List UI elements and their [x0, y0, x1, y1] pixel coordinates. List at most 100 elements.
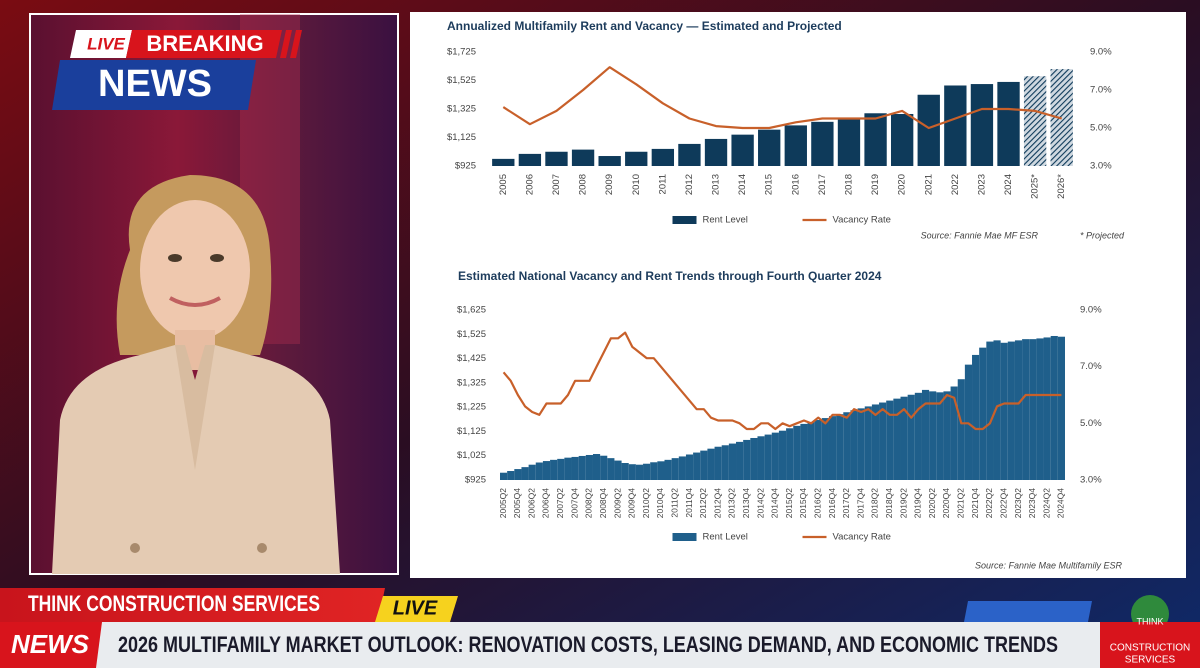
bar [907, 394, 915, 480]
y-tick-label: $1,225 [457, 402, 486, 413]
bar [592, 454, 601, 480]
x-tick-label: 2022 [950, 174, 961, 195]
bar [1022, 339, 1030, 480]
y-tick-label: $1,625 [457, 305, 486, 316]
y-tick-label: $1,125 [457, 426, 486, 437]
legend-label: Vacancy Rate [833, 215, 891, 226]
legend-label: Rent Level [703, 532, 748, 543]
y2-tick-label: 9.0% [1080, 305, 1102, 316]
bar [864, 113, 887, 166]
bar [764, 434, 772, 480]
x-tick-label: 2016 [790, 174, 801, 195]
y2-tick-label: 7.0% [1090, 85, 1112, 96]
badge-breaking: BREAKING [146, 31, 263, 56]
bar [893, 398, 901, 480]
y-tick-label: $1,525 [457, 329, 486, 340]
x-tick-label: 2019 [870, 174, 881, 195]
x-tick-label: 2015Q2 [784, 488, 794, 519]
x-tick-label: 2022Q4 [998, 488, 1008, 519]
bar [1057, 336, 1065, 480]
x-tick-label: 2007Q4 [569, 488, 579, 519]
y-tick-label: $1,125 [447, 132, 476, 143]
bar [492, 158, 515, 166]
bar [704, 138, 728, 166]
bar [1007, 341, 1015, 480]
x-tick-label: 2020Q4 [941, 488, 951, 519]
bar [837, 118, 861, 166]
x-tick-label: 2018Q2 [870, 488, 880, 519]
x-tick-label: 2023Q2 [1013, 488, 1023, 519]
bar [1043, 337, 1051, 480]
bar [886, 400, 894, 480]
bar [721, 445, 729, 480]
bar [771, 432, 779, 480]
logo-line2: SERVICES [1125, 655, 1176, 666]
legend-swatch [672, 216, 697, 224]
x-tick-label: 2013 [711, 174, 722, 195]
logo-think: THINK [1137, 616, 1164, 626]
bar [1050, 335, 1058, 480]
legend-label: Vacancy Rate [833, 532, 891, 543]
y-tick-label: $1,725 [447, 47, 476, 58]
x-tick-label: 2014Q4 [770, 488, 780, 519]
bar [786, 428, 794, 480]
y2-tick-label: 5.0% [1080, 418, 1102, 429]
y-tick-label: $925 [465, 475, 486, 486]
bar [731, 134, 754, 166]
bar [545, 151, 568, 166]
x-tick-label: 2022Q2 [984, 488, 994, 519]
bar [607, 458, 615, 480]
bar [651, 148, 675, 166]
x-tick-label: 2009 [604, 174, 615, 195]
y2-tick-label: 9.0% [1090, 47, 1112, 58]
bar [714, 446, 722, 480]
x-tick-label: 2023 [976, 174, 987, 195]
x-tick-label: 2019Q4 [913, 488, 923, 519]
x-tick-label: 2013Q2 [727, 488, 737, 519]
bar [621, 463, 629, 480]
bar [528, 464, 536, 480]
x-tick-label: 2018 [843, 174, 854, 195]
bar [757, 436, 765, 480]
x-tick-label: 2021 [923, 174, 934, 195]
bar [1029, 339, 1037, 480]
bar [857, 408, 865, 480]
x-tick-label: 2005Q4 [512, 488, 522, 519]
bar [542, 461, 551, 480]
bar [843, 412, 851, 480]
bar [657, 461, 665, 480]
x-tick-label: 2009Q4 [627, 488, 637, 519]
bar [750, 437, 758, 480]
x-tick-label: 2011Q4 [684, 488, 694, 518]
x-tick-label: 2023Q4 [1027, 488, 1037, 519]
bar [521, 467, 529, 480]
x-tick-label: 2010Q4 [655, 488, 665, 519]
bar [807, 421, 815, 480]
line [502, 331, 1062, 431]
bar [557, 458, 565, 480]
bar [500, 472, 508, 480]
bar [828, 416, 837, 480]
y-tick-label: $1,325 [457, 377, 486, 388]
bar [811, 121, 834, 166]
x-tick-label: 2016Q2 [813, 488, 823, 519]
x-tick-label: 2017Q2 [841, 488, 851, 519]
x-tick-label: 2008 [578, 174, 589, 195]
y2-tick-label: 3.0% [1080, 475, 1102, 486]
badge-news: NEWS [98, 63, 212, 105]
x-tick-label: 2017Q4 [855, 488, 865, 519]
bar [643, 463, 651, 480]
channel-name: THINK CONSTRUCTION SERVICES [28, 591, 320, 616]
bar [600, 455, 608, 480]
x-tick-label: 2015Q4 [798, 488, 808, 519]
x-tick-label: 2010Q2 [641, 488, 651, 519]
bar [821, 418, 829, 480]
x-tick-label: 2008Q2 [584, 488, 594, 519]
bar [1014, 340, 1023, 480]
bar [758, 129, 781, 166]
x-tick-label: 2012Q4 [712, 488, 722, 519]
logo-line1: CONSTRUCTION [1110, 643, 1191, 654]
ticker-live: LIVE [393, 597, 438, 619]
x-tick-label: 2011Q2 [669, 488, 679, 518]
